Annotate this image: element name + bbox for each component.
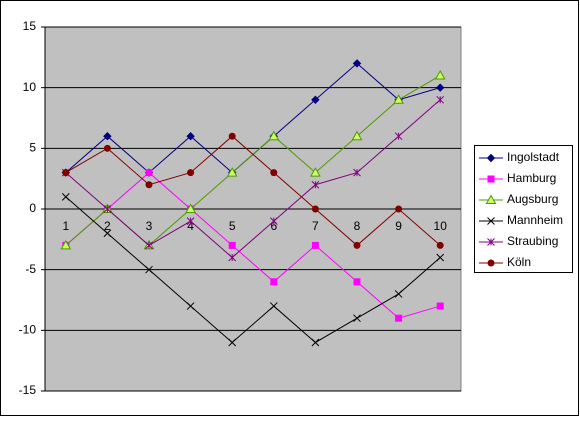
marker bbox=[310, 167, 321, 177]
x-tick-label: 6 bbox=[270, 219, 277, 233]
marker bbox=[268, 130, 280, 141]
legend-label: Hamburg bbox=[507, 171, 556, 185]
x-tick-label: 7 bbox=[312, 219, 319, 233]
marker bbox=[395, 314, 403, 322]
marker bbox=[270, 278, 278, 286]
legend-label: Mannheim bbox=[507, 213, 563, 227]
marker bbox=[485, 194, 497, 204]
marker bbox=[486, 153, 496, 163]
legend-label: Straubing bbox=[507, 234, 558, 248]
marker bbox=[186, 131, 195, 141]
marker bbox=[228, 253, 237, 262]
x-tick-label: 8 bbox=[354, 219, 361, 233]
series-line bbox=[65, 196, 441, 344]
marker bbox=[395, 205, 403, 213]
marker bbox=[269, 302, 278, 310]
marker bbox=[434, 70, 446, 80]
marker bbox=[60, 239, 72, 250]
marker bbox=[228, 241, 236, 249]
x-tick-label: 10 bbox=[434, 219, 448, 233]
marker bbox=[226, 167, 238, 177]
marker bbox=[186, 217, 195, 225]
marker bbox=[269, 217, 278, 225]
marker bbox=[145, 241, 153, 250]
marker bbox=[311, 95, 320, 105]
marker bbox=[436, 95, 445, 104]
legend-label: Köln bbox=[507, 255, 531, 269]
marker bbox=[487, 259, 495, 267]
x-tick-label: 1 bbox=[62, 219, 69, 233]
marker bbox=[311, 338, 320, 347]
marker bbox=[436, 241, 444, 249]
x-tick-label: 2 bbox=[104, 219, 111, 233]
marker bbox=[487, 238, 495, 246]
marker bbox=[228, 132, 236, 140]
legend bbox=[474, 145, 573, 273]
marker bbox=[353, 314, 361, 323]
marker bbox=[103, 205, 112, 213]
marker bbox=[186, 302, 195, 310]
marker bbox=[394, 290, 403, 298]
x-tick-label: 9 bbox=[395, 219, 402, 233]
series-line bbox=[65, 171, 441, 319]
marker bbox=[353, 278, 361, 286]
marker bbox=[311, 205, 319, 213]
marker bbox=[187, 169, 195, 177]
legend-label: Ingolstadt bbox=[507, 150, 560, 164]
y-tick-label: 0 bbox=[29, 201, 36, 215]
legend-label: Augsburg bbox=[507, 192, 558, 206]
marker bbox=[436, 253, 445, 262]
y-tick-label: 10 bbox=[23, 80, 37, 94]
marker bbox=[228, 338, 237, 347]
marker bbox=[436, 302, 444, 310]
marker bbox=[351, 130, 363, 141]
marker bbox=[103, 144, 111, 152]
marker bbox=[62, 169, 70, 177]
marker bbox=[311, 241, 319, 249]
y-tick-label: -10 bbox=[19, 323, 37, 337]
marker bbox=[394, 132, 403, 141]
marker bbox=[145, 265, 153, 274]
marker bbox=[270, 169, 278, 177]
marker bbox=[311, 180, 320, 189]
y-tick-label: -5 bbox=[25, 262, 36, 276]
marker bbox=[353, 168, 361, 177]
marker bbox=[352, 59, 362, 68]
series-line bbox=[65, 135, 441, 247]
marker bbox=[185, 203, 196, 213]
marker bbox=[61, 193, 70, 201]
marker bbox=[487, 217, 495, 225]
series-line bbox=[65, 99, 441, 259]
x-tick-label: 4 bbox=[187, 219, 194, 233]
y-tick-label: 15 bbox=[23, 19, 37, 33]
marker bbox=[353, 241, 361, 249]
marker bbox=[435, 83, 445, 92]
marker bbox=[393, 94, 404, 104]
x-tick-label: 3 bbox=[146, 219, 153, 233]
marker bbox=[145, 181, 153, 189]
marker bbox=[145, 169, 153, 177]
y-tick-label: -15 bbox=[19, 383, 37, 397]
marker bbox=[487, 175, 495, 183]
marker bbox=[103, 229, 112, 238]
marker bbox=[103, 131, 112, 141]
x-tick-label: 5 bbox=[229, 219, 236, 233]
y-tick-label: 5 bbox=[29, 141, 36, 155]
